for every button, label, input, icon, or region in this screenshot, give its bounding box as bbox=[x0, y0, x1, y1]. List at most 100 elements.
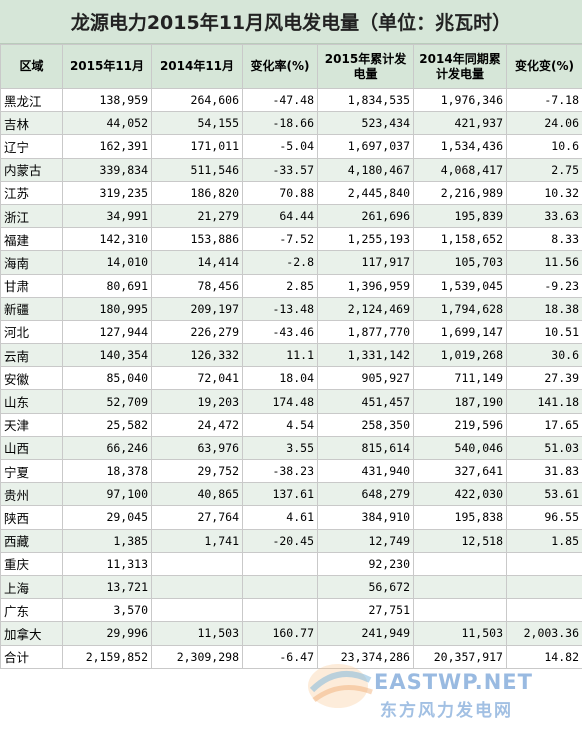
cell-2015-nov: 127,944 bbox=[62, 319, 152, 345]
cell-region: 上海 bbox=[0, 574, 63, 600]
cell-change-rate: 137.61 bbox=[242, 482, 318, 507]
cell-2014-cumulative: 187,190 bbox=[413, 389, 507, 414]
cell-cumulative-change: 96.55 bbox=[506, 505, 582, 530]
generation-table: 区域 2015年11月 2014年11月 变化率(%) 2015年累计发电量 2… bbox=[0, 44, 582, 669]
table-row: 甘肃 80,691 78,456 2.85 1,396,959 1,539,045 -9.2… bbox=[0, 273, 582, 298]
cell-change-rate: -20.45 bbox=[242, 528, 318, 553]
cell-2014-nov: 11,503 bbox=[151, 621, 243, 646]
cell-change-rate: 18.04 bbox=[242, 366, 318, 391]
cell-2014-nov: 14,414 bbox=[151, 250, 243, 275]
table-row: 安徽 85,040 72,041 18.04 905,927 711,149 27.39 bbox=[0, 366, 582, 391]
table-row: 山西 66,246 63,976 3.55 815,614 540,046 51.03 bbox=[0, 435, 582, 461]
cell-2015-nov: 44,052 bbox=[62, 111, 152, 136]
table-row: 上海 13,721 56,672 bbox=[0, 574, 582, 600]
cell-region: 广东 bbox=[0, 598, 63, 623]
cell-2015-cumulative: 27,751 bbox=[317, 598, 414, 623]
cell-region: 合计 bbox=[0, 644, 63, 669]
cell-2015-cumulative: 258,350 bbox=[317, 412, 414, 437]
cell-region: 浙江 bbox=[0, 203, 63, 229]
watermark-english: EASTWP.NET bbox=[374, 670, 533, 694]
cell-2014-nov: 2,309,298 bbox=[151, 644, 243, 669]
cell-region: 加拿大 bbox=[0, 621, 63, 646]
cell-2015-cumulative: 92,230 bbox=[317, 551, 414, 576]
cell-change-rate: -5.04 bbox=[242, 134, 318, 159]
header-2014-nov: 2014年11月 bbox=[151, 44, 243, 89]
cell-2015-nov: 80,691 bbox=[62, 273, 152, 298]
cell-region: 甘肃 bbox=[0, 273, 63, 298]
header-2015-nov: 2015年11月 bbox=[62, 44, 152, 89]
table-row: 山东 52,709 19,203 174.48 451,457 187,190 141.18 bbox=[0, 389, 582, 414]
table-row: 内蒙古 339,834 511,546 -33.57 4,180,467 4,068,41… bbox=[0, 157, 582, 182]
cell-2014-nov: 226,279 bbox=[151, 319, 243, 345]
cell-2014-nov: 72,041 bbox=[151, 366, 243, 391]
cell-change-rate bbox=[242, 574, 318, 600]
cell-cumulative-change: 141.18 bbox=[506, 389, 582, 414]
cell-change-rate: -18.66 bbox=[242, 111, 318, 136]
cell-change-rate: -43.46 bbox=[242, 319, 318, 345]
table-row: 福建 142,310 153,886 -7.52 1,255,193 1,158,652 8… bbox=[0, 227, 582, 252]
cell-2015-cumulative: 2,124,469 bbox=[317, 296, 414, 321]
cell-2015-nov: 180,995 bbox=[62, 296, 152, 321]
cell-region: 江苏 bbox=[0, 180, 63, 205]
cell-change-rate: 4.61 bbox=[242, 505, 318, 530]
cell-2014-cumulative: 1,699,147 bbox=[413, 319, 507, 345]
cell-2014-nov: 78,456 bbox=[151, 273, 243, 298]
cell-2014-nov: 27,764 bbox=[151, 505, 243, 530]
cell-region: 辽宁 bbox=[0, 134, 63, 159]
cell-cumulative-change: 51.03 bbox=[506, 435, 582, 461]
cell-2014-nov: 126,332 bbox=[151, 343, 243, 368]
cell-cumulative-change: 24.06 bbox=[506, 111, 582, 136]
cell-cumulative-change: -7.18 bbox=[506, 87, 582, 113]
cell-change-rate: -47.48 bbox=[242, 87, 318, 113]
cell-2015-nov: 18,378 bbox=[62, 458, 152, 484]
cell-region: 安徽 bbox=[0, 366, 63, 391]
cell-region: 天津 bbox=[0, 412, 63, 437]
cell-cumulative-change: 10.6 bbox=[506, 134, 582, 159]
cell-2015-cumulative: 2,445,840 bbox=[317, 180, 414, 205]
cell-2014-cumulative: 4,068,417 bbox=[413, 157, 507, 182]
cell-2015-cumulative: 384,910 bbox=[317, 505, 414, 530]
cell-region: 重庆 bbox=[0, 551, 63, 576]
cell-2015-nov: 339,834 bbox=[62, 157, 152, 182]
table-row: 贵州 97,100 40,865 137.61 648,279 422,030 53.61 bbox=[0, 482, 582, 507]
cell-2015-nov: 52,709 bbox=[62, 389, 152, 414]
cell-2014-cumulative: 1,976,346 bbox=[413, 87, 507, 113]
cell-2014-cumulative: 2,216,989 bbox=[413, 180, 507, 205]
cell-2014-cumulative: 540,046 bbox=[413, 435, 507, 461]
cell-2015-nov: 1,385 bbox=[62, 528, 152, 553]
table-row: 陕西 29,045 27,764 4.61 384,910 195,838 96.55 bbox=[0, 505, 582, 530]
cell-cumulative-change: 10.51 bbox=[506, 319, 582, 345]
cell-2014-nov: 153,886 bbox=[151, 227, 243, 252]
cell-region: 宁夏 bbox=[0, 458, 63, 484]
table-row: 吉林 44,052 54,155 -18.66 523,434 421,937 24.06 bbox=[0, 111, 582, 136]
cell-change-rate: 11.1 bbox=[242, 343, 318, 368]
table-row: 黑龙江 138,959 264,606 -47.48 1,834,535 1,976,34… bbox=[0, 87, 582, 113]
cell-region: 吉林 bbox=[0, 111, 63, 136]
cell-2015-cumulative: 648,279 bbox=[317, 482, 414, 507]
cell-2014-cumulative: 219,596 bbox=[413, 412, 507, 437]
cell-change-rate: 174.48 bbox=[242, 389, 318, 414]
cell-2015-nov: 25,582 bbox=[62, 412, 152, 437]
cell-cumulative-change: 53.61 bbox=[506, 482, 582, 507]
cell-2015-cumulative: 12,749 bbox=[317, 528, 414, 553]
cell-region: 陕西 bbox=[0, 505, 63, 530]
table-row: 加拿大 29,996 11,503 160.77 241,949 11,503 2,003.… bbox=[0, 621, 582, 646]
cell-2015-cumulative: 4,180,467 bbox=[317, 157, 414, 182]
header-region: 区域 bbox=[0, 44, 63, 89]
cell-2014-nov: 209,197 bbox=[151, 296, 243, 321]
cell-2014-cumulative: 12,518 bbox=[413, 528, 507, 553]
cell-2015-cumulative: 1,834,535 bbox=[317, 87, 414, 113]
cell-2014-nov: 40,865 bbox=[151, 482, 243, 507]
cell-region: 云南 bbox=[0, 343, 63, 368]
cell-change-rate: -33.57 bbox=[242, 157, 318, 182]
cell-2015-cumulative: 905,927 bbox=[317, 366, 414, 391]
cell-cumulative-change: 17.65 bbox=[506, 412, 582, 437]
cell-2014-cumulative bbox=[413, 598, 507, 623]
cell-2015-nov: 34,991 bbox=[62, 203, 152, 229]
cell-2014-cumulative: 1,019,268 bbox=[413, 343, 507, 368]
cell-2014-nov: 24,472 bbox=[151, 412, 243, 437]
cell-2014-cumulative: 1,534,436 bbox=[413, 134, 507, 159]
cell-cumulative-change: 30.6 bbox=[506, 343, 582, 368]
cell-2015-cumulative: 241,949 bbox=[317, 621, 414, 646]
cell-2015-cumulative: 1,697,037 bbox=[317, 134, 414, 159]
